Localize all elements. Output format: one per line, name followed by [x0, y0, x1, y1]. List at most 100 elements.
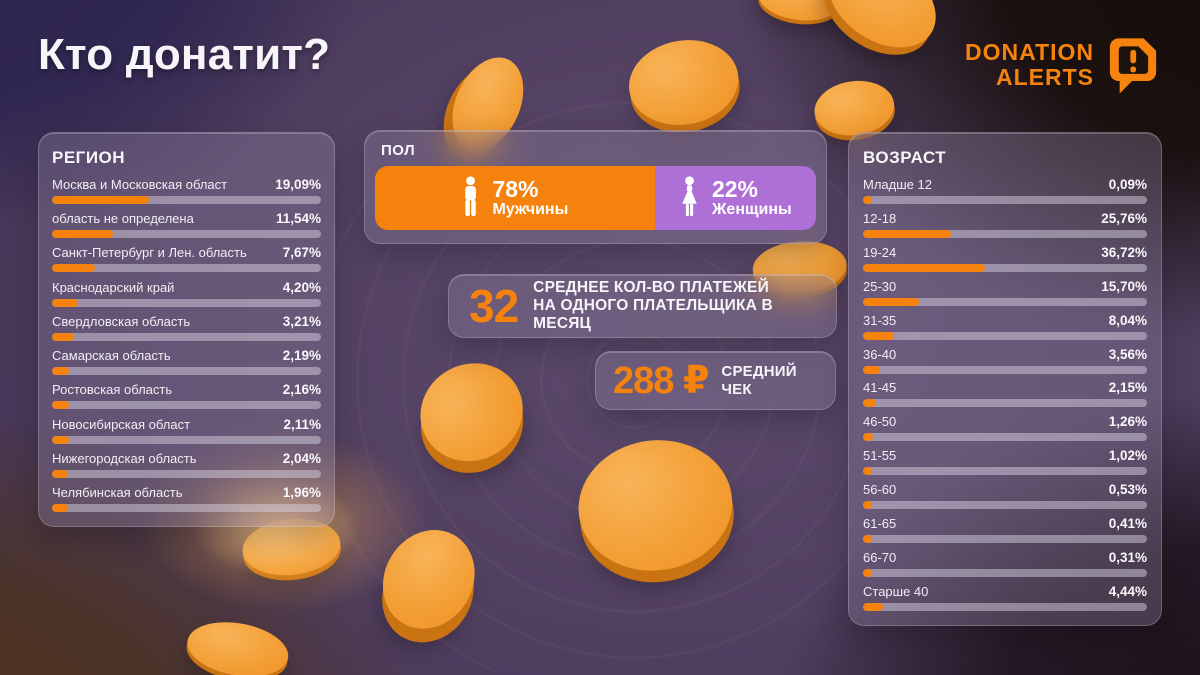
row-bar-fill — [863, 433, 873, 442]
row-bar-fill — [863, 535, 872, 544]
row-bar-fill — [863, 331, 895, 340]
row-label: область не определена — [52, 211, 194, 227]
coin-icon — [182, 619, 292, 675]
stat-row: Свердловская область 3,21% — [52, 314, 321, 341]
row-bar-fill — [52, 503, 68, 512]
row-value: 8,04% — [1108, 312, 1147, 328]
male-label: Мужчины — [492, 201, 569, 219]
row-label: 66-70 — [863, 549, 897, 565]
row-label: 41-45 — [863, 380, 897, 396]
row-value: 0,53% — [1108, 482, 1147, 498]
row-bar-fill — [863, 297, 919, 306]
row-label: Свердловская область — [52, 313, 191, 329]
stat-row: 66-70 0,31% — [863, 550, 1147, 577]
row-bar-fill — [52, 367, 70, 376]
row-value: 3,56% — [1108, 346, 1147, 362]
row-value: 19,09% — [275, 177, 321, 192]
row-bar-fill — [863, 602, 883, 611]
row-bar-track — [863, 196, 1147, 204]
row-bar-fill — [863, 399, 876, 408]
avg-check-panel: 288 ₽ СРЕДНИЙ ЧЕК — [595, 351, 836, 410]
avg-check-caption-line2: ЧЕК — [721, 380, 752, 398]
stat-row: 36-40 3,56% — [863, 347, 1147, 374]
stat-row: Самарская область 2,19% — [52, 348, 321, 376]
row-value: 0,41% — [1108, 516, 1147, 532]
donation-alerts-bubble-icon — [1109, 38, 1157, 94]
row-label: 56-60 — [863, 482, 897, 498]
row-bar-fill — [863, 501, 872, 510]
row-label: 12-18 — [863, 210, 897, 226]
age-panel: ВОЗРАСТ Младше 12 0,09% 12-18 25,76% 19-… — [848, 132, 1162, 626]
logo-text: DONATION ALERTS — [965, 39, 1094, 91]
stat-row: Москва и Московская област 19,09% — [52, 177, 321, 204]
row-label: Челябинская область — [52, 484, 183, 500]
row-bar-fill — [52, 401, 69, 410]
row-bar-track — [52, 264, 321, 273]
gender-segment-male: 78% Мужчины — [375, 166, 655, 230]
stat-row: Ростовская область 2,16% — [52, 382, 321, 410]
stat-row: 56-60 0,53% — [863, 482, 1147, 510]
row-bar-track — [52, 401, 321, 410]
row-value: 1,26% — [1108, 414, 1147, 430]
row-bar-track — [52, 367, 321, 376]
row-label: Санкт-Петербург и Лен. область — [52, 245, 247, 261]
avg-payments-caption-line1: СРЕДНЕЕ КОЛ-ВО ПЛАТЕЖЕЙ — [533, 278, 769, 296]
stat-row: 31-35 8,04% — [863, 313, 1147, 340]
row-label: 46-50 — [863, 414, 897, 430]
stat-row: Нижегородская область 2,04% — [52, 451, 321, 478]
stat-row: 25-30 15,70% — [863, 279, 1147, 306]
row-value: 1,96% — [282, 484, 321, 500]
avg-check-caption-line1: СРЕДНИЙ — [721, 362, 797, 380]
row-label: Нижегородская область — [52, 450, 197, 466]
row-label: 19-24 — [863, 244, 897, 260]
row-label: Старше 40 — [863, 583, 929, 599]
donation-alerts-logo: DONATION ALERTS — [965, 33, 1162, 97]
row-bar-fill — [52, 230, 114, 239]
row-bar-track — [52, 230, 321, 239]
stat-row: 12-18 25,76% — [863, 211, 1147, 238]
age-panel-title: ВОЗРАСТ — [863, 148, 947, 167]
row-bar-track — [863, 263, 1147, 272]
row-bar-fill — [863, 196, 872, 204]
stat-row: 41-45 2,15% — [863, 380, 1147, 408]
row-label: Краснодарский край — [52, 279, 175, 295]
row-bar-fill — [863, 467, 872, 476]
female-text: 22% Женщины — [712, 177, 792, 219]
row-label: 61-65 — [863, 516, 897, 532]
row-bar-track — [52, 435, 321, 444]
row-value: 2,04% — [282, 450, 321, 466]
stat-row: Челябинская область 1,96% — [52, 485, 321, 512]
row-bar-fill — [52, 435, 69, 444]
stat-row: Санкт-Петербург и Лен. область 7,67% — [52, 245, 321, 273]
row-bar-fill — [52, 332, 74, 341]
row-value: 2,19% — [282, 348, 321, 364]
row-bar-track — [863, 297, 1147, 306]
avg-payments-caption: СРЕДНЕЕ КОЛ-ВО ПЛАТЕЖЕЙ НА ОДНОГО ПЛАТЕЛ… — [533, 279, 816, 334]
row-value: 3,21% — [282, 313, 321, 329]
logo-word-alerts: ALERTS — [996, 64, 1094, 90]
row-bar-track — [52, 196, 321, 204]
female-label: Женщины — [711, 201, 792, 219]
row-bar-fill — [52, 196, 149, 204]
row-bar-fill — [52, 469, 69, 478]
row-label: Москва и Московская област — [52, 177, 228, 192]
row-bar-fill — [52, 264, 95, 273]
avg-check-caption: СРЕДНИЙ ЧЕК — [721, 363, 796, 398]
row-bar-track — [52, 503, 321, 512]
region-panel-title: РЕГИОН — [52, 148, 126, 167]
region-panel: РЕГИОН Москва и Московская област 19,09%… — [38, 132, 335, 527]
row-bar-track — [863, 535, 1147, 544]
row-value: 7,67% — [282, 245, 321, 261]
avg-payments-value: 32 — [469, 280, 519, 332]
row-bar-track — [863, 602, 1147, 611]
row-label: Ростовская область — [52, 382, 173, 398]
row-value: 2,11% — [283, 416, 321, 432]
row-bar-fill — [863, 568, 872, 577]
row-label: 36-40 — [863, 346, 897, 362]
row-value: 1,02% — [1108, 448, 1147, 464]
row-value: 2,15% — [1108, 380, 1147, 396]
page-title: Кто донатит? — [38, 30, 331, 79]
row-bar-track — [863, 568, 1147, 577]
stat-row: Старше 40 4,44% — [863, 584, 1147, 611]
